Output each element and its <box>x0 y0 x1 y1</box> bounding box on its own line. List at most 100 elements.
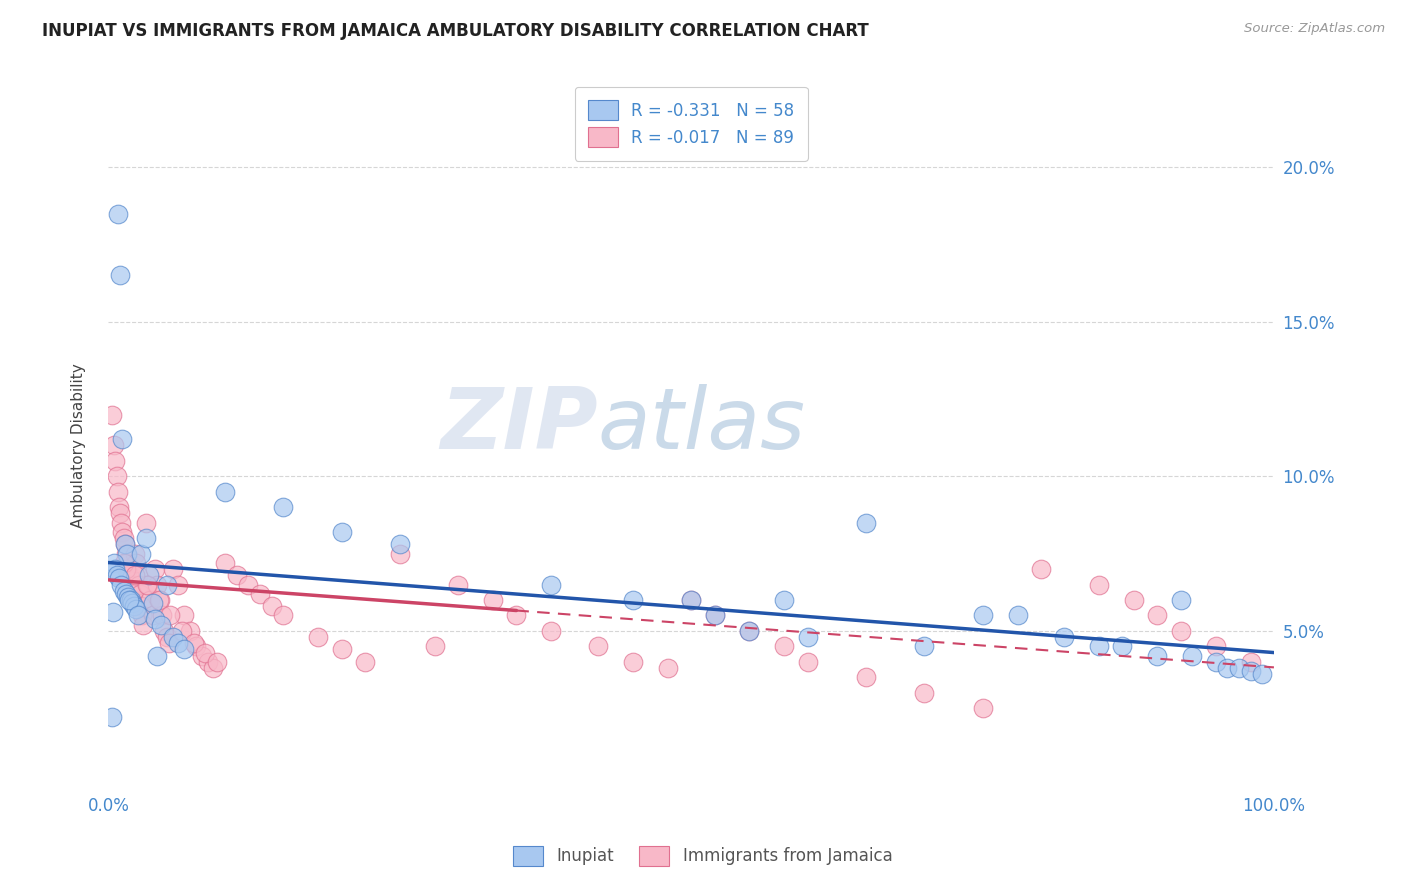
Point <box>1146 608 1168 623</box>
Point <box>330 524 353 539</box>
Point <box>115 547 138 561</box>
Point <box>214 484 236 499</box>
Point <box>107 207 129 221</box>
Point <box>1239 664 1261 678</box>
Point <box>111 524 134 539</box>
Point <box>183 636 205 650</box>
Point <box>271 500 294 515</box>
Point <box>122 587 145 601</box>
Point <box>173 608 195 623</box>
Point <box>1227 661 1250 675</box>
Point <box>139 593 162 607</box>
Point <box>1170 624 1192 638</box>
Point <box>388 547 411 561</box>
Point <box>108 268 131 283</box>
Point <box>129 599 152 614</box>
Point <box>330 642 353 657</box>
Point <box>135 577 157 591</box>
Point <box>101 408 124 422</box>
Point <box>136 577 159 591</box>
Point <box>150 608 173 623</box>
Point <box>205 655 228 669</box>
Point <box>197 655 219 669</box>
Point <box>143 562 166 576</box>
Point <box>118 568 141 582</box>
Point <box>115 556 138 570</box>
Point <box>1007 608 1029 623</box>
Point <box>107 484 129 499</box>
Point <box>1205 640 1227 654</box>
Point <box>125 602 148 616</box>
Point <box>159 608 181 623</box>
Point <box>117 590 139 604</box>
Point <box>703 608 725 623</box>
Point <box>621 593 644 607</box>
Point <box>271 608 294 623</box>
Text: Source: ZipAtlas.com: Source: ZipAtlas.com <box>1244 22 1385 36</box>
Point <box>540 577 562 591</box>
Point <box>122 593 145 607</box>
Point <box>149 593 172 607</box>
Point <box>105 568 128 582</box>
Point <box>135 531 157 545</box>
Point <box>132 617 155 632</box>
Point <box>103 438 125 452</box>
Point <box>388 537 411 551</box>
Point <box>129 587 152 601</box>
Text: ZIP: ZIP <box>440 384 598 467</box>
Text: atlas: atlas <box>598 384 806 467</box>
Point <box>1239 655 1261 669</box>
Point <box>238 577 260 591</box>
Point <box>143 611 166 625</box>
Point <box>156 630 179 644</box>
Point <box>142 608 165 623</box>
Point <box>142 596 165 610</box>
Point <box>138 568 160 582</box>
Point <box>796 630 818 644</box>
Point <box>162 630 184 644</box>
Point <box>104 562 127 576</box>
Point <box>112 583 135 598</box>
Point <box>127 568 149 582</box>
Point <box>112 556 135 570</box>
Point <box>120 593 142 607</box>
Point <box>855 670 877 684</box>
Point <box>447 577 470 591</box>
Point <box>260 599 283 614</box>
Point <box>104 454 127 468</box>
Point <box>115 547 138 561</box>
Point <box>105 469 128 483</box>
Point <box>121 583 143 598</box>
Point <box>101 606 124 620</box>
Point <box>194 646 217 660</box>
Point <box>1216 661 1239 675</box>
Point <box>202 661 225 675</box>
Point <box>1088 577 1111 591</box>
Legend: R = -0.331   N = 58, R = -0.017   N = 89: R = -0.331 N = 58, R = -0.017 N = 89 <box>575 87 808 161</box>
Point <box>681 593 703 607</box>
Point <box>1088 640 1111 654</box>
Point <box>120 577 142 591</box>
Point <box>167 636 190 650</box>
Point <box>129 547 152 561</box>
Point <box>681 593 703 607</box>
Point <box>108 571 131 585</box>
Point <box>738 624 761 638</box>
Point <box>156 577 179 591</box>
Point <box>170 624 193 638</box>
Point <box>657 661 679 675</box>
Point <box>122 599 145 614</box>
Legend: Inupiat, Immigrants from Jamaica: Inupiat, Immigrants from Jamaica <box>501 832 905 880</box>
Point <box>108 500 131 515</box>
Point <box>117 562 139 576</box>
Point <box>621 655 644 669</box>
Point <box>110 516 132 530</box>
Point <box>1146 648 1168 663</box>
Point <box>912 686 935 700</box>
Point <box>167 577 190 591</box>
Point <box>131 608 153 623</box>
Point <box>103 556 125 570</box>
Point <box>146 648 169 663</box>
Point <box>127 608 149 623</box>
Point <box>214 556 236 570</box>
